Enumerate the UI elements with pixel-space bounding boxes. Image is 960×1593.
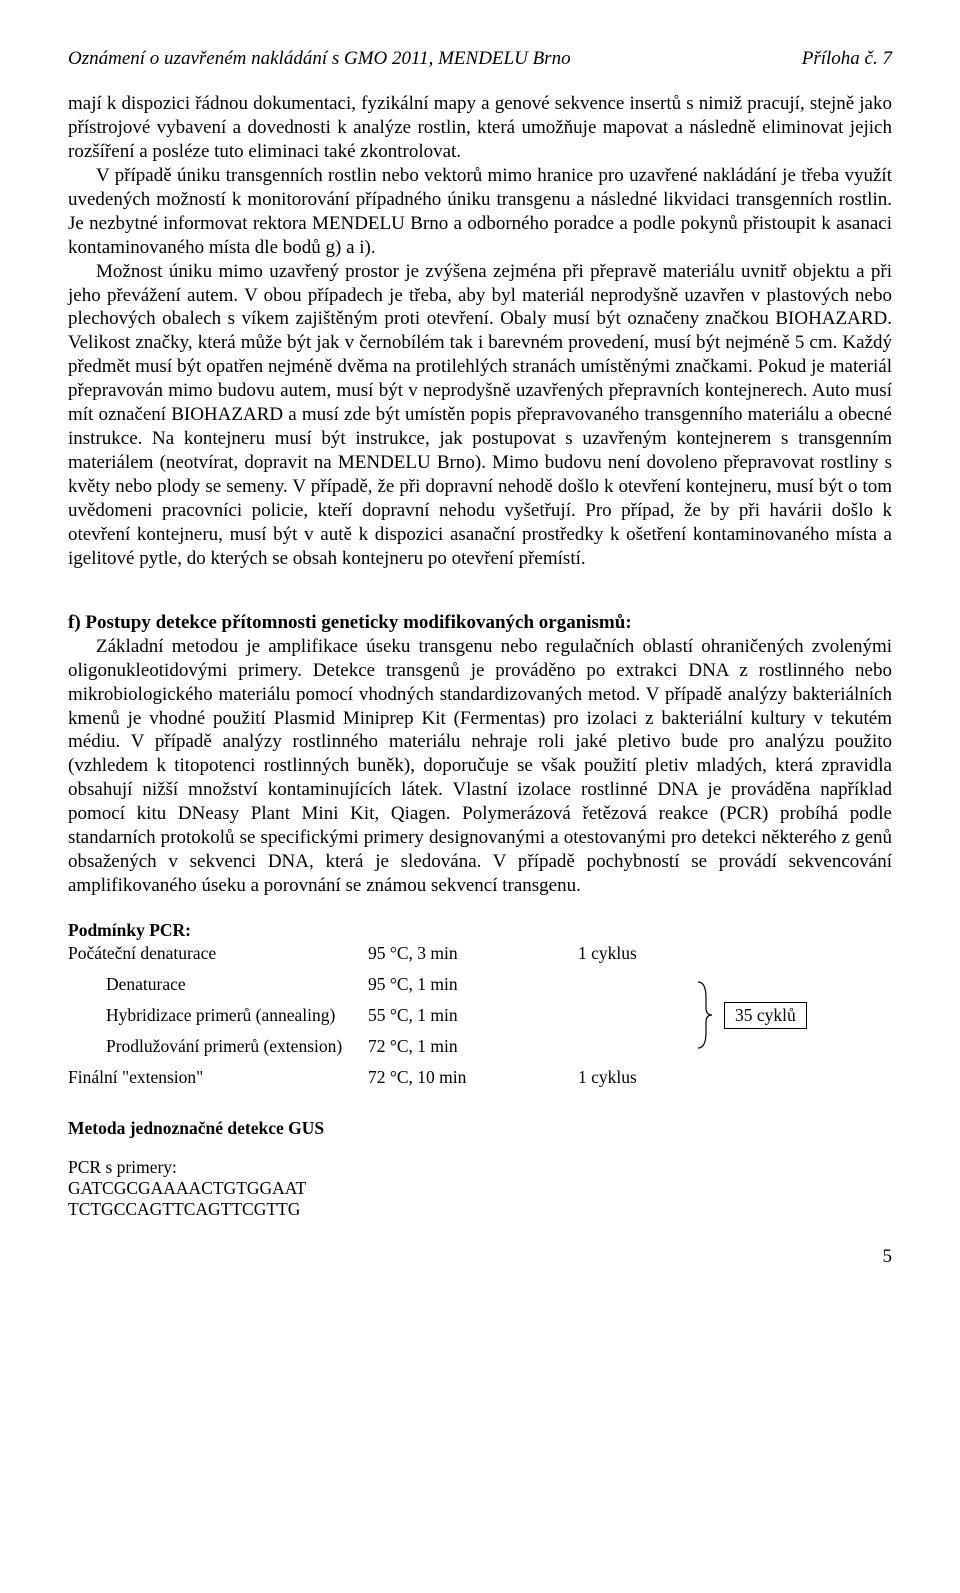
- pcr-step-label: Hybridizace primerů (annealing): [106, 1005, 368, 1026]
- pcr-step-cond: 72 °C, 1 min: [368, 1036, 578, 1057]
- pcr-step-cycles: 1 cyklus: [578, 943, 698, 964]
- page-number: 5: [68, 1246, 892, 1268]
- pcr-row-initial: Počáteční denaturace 95 °C, 3 min 1 cykl…: [68, 943, 892, 964]
- pcr-step-cond: 95 °C, 1 min: [368, 974, 578, 995]
- pcr-cycle-brace: 35 cyklů: [696, 980, 836, 1050]
- gus-method-title: Metoda jednoznačné detekce GUS: [68, 1118, 892, 1139]
- page: Oznámení o uzavřeném nakládání s GMO 201…: [0, 0, 960, 1308]
- pcr-step-cycles: 1 cyklus: [578, 1067, 698, 1088]
- pcr-step-label: Počáteční denaturace: [68, 943, 368, 964]
- header-left: Oznámení o uzavřeném nakládání s GMO 201…: [68, 48, 571, 70]
- page-header: Oznámení o uzavřeném nakládání s GMO 201…: [68, 48, 892, 70]
- brace-icon: [696, 980, 714, 1050]
- pcr-step-cond: 72 °C, 10 min: [368, 1067, 578, 1088]
- section-f-body: Základní metodou je amplifikace úseku tr…: [68, 635, 892, 898]
- header-right: Příloha č. 7: [802, 48, 892, 70]
- pcr-row-final: Finální "extension" 72 °C, 10 min 1 cykl…: [68, 1067, 892, 1088]
- section-f-title: f) Postupy detekce přítomnosti geneticky…: [68, 611, 892, 635]
- pcr-primers: PCR s primery: GATCGCGAAAACTGTGGAAT TCTG…: [68, 1157, 892, 1220]
- pcr-step-cond: 95 °C, 3 min: [368, 943, 578, 964]
- primer-2: TCTGCCAGTTCAGTTCGTTG: [68, 1199, 892, 1220]
- pcr-step-label: Denaturace: [106, 974, 368, 995]
- paragraph-3: Možnost úniku mimo uzavřený prostor je z…: [68, 260, 892, 571]
- pcr-cycle-count: 35 cyklů: [724, 1002, 807, 1029]
- paragraph-2: V případě úniku transgenních rostlin neb…: [68, 164, 892, 260]
- primer-1: GATCGCGAAAACTGTGGAAT: [68, 1178, 892, 1199]
- paragraph-1: mají k dispozici řádnou dokumentaci, fyz…: [68, 92, 892, 164]
- body-text: mají k dispozici řádnou dokumentaci, fyz…: [68, 92, 892, 898]
- pcr-step-cond: 55 °C, 1 min: [368, 1005, 578, 1026]
- primers-label: PCR s primery:: [68, 1157, 892, 1178]
- pcr-conditions: Podmínky PCR: Počáteční denaturace 95 °C…: [68, 920, 892, 1088]
- pcr-step-label: Prodlužování primerů (extension): [106, 1036, 368, 1057]
- pcr-step-label: Finální "extension": [68, 1067, 368, 1088]
- pcr-title: Podmínky PCR:: [68, 920, 892, 941]
